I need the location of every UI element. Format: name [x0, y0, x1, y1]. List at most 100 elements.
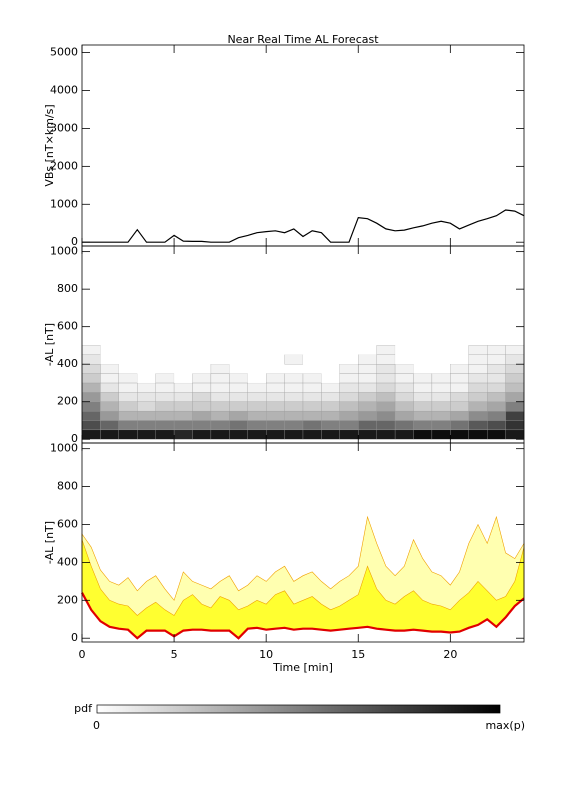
heat-cell: [505, 401, 525, 412]
heat-cell: [247, 354, 267, 365]
heat-cell: [174, 373, 193, 383]
heat-cell: [192, 429, 212, 440]
heat-cell: [174, 345, 193, 355]
heat-cell: [266, 420, 285, 431]
heat-cell: [339, 373, 359, 384]
heat-cell: [118, 364, 138, 374]
heat-cell: [173, 429, 193, 440]
heat-cell: [155, 354, 175, 365]
heat-cell: [192, 401, 212, 412]
heat-cell: [394, 429, 414, 440]
y-tick-label: 400: [57, 357, 78, 370]
heat-cell: [505, 429, 525, 440]
heat-cell: [339, 429, 359, 440]
y-tick-label: 1000: [50, 245, 78, 258]
heat-cell: [358, 373, 377, 384]
heat-cell: [100, 382, 119, 393]
heat-cell: [487, 401, 506, 412]
heat-cell: [487, 429, 506, 440]
heat-cell: [284, 420, 304, 431]
heat-cell: [210, 373, 230, 384]
heat-cell: [505, 392, 525, 402]
heat-cell: [376, 429, 396, 440]
heat-cell: [173, 420, 193, 431]
y-axis-label: -AL [nT]: [43, 323, 56, 366]
heat-cell: [450, 364, 469, 374]
heat-cell: [174, 354, 193, 365]
heat-cell: [303, 354, 322, 365]
heat-cell: [155, 392, 175, 402]
y-tick-label: 600: [57, 517, 78, 530]
heat-cell: [358, 392, 377, 402]
heat-cell: [505, 410, 525, 421]
heat-cell: [376, 354, 396, 365]
heat-cell: [505, 354, 525, 365]
heat-cell: [247, 429, 267, 440]
heat-cell: [468, 354, 488, 365]
heat-cell: [229, 410, 248, 421]
heat-cell: [468, 392, 488, 402]
heat-cell: [173, 382, 193, 393]
heat-cell: [321, 392, 340, 402]
heat-cell: [229, 373, 248, 384]
heat-cell: [137, 401, 156, 412]
median-line: [81, 592, 525, 640]
heat-cell: [468, 364, 488, 374]
heat-cell: [376, 382, 396, 393]
heat-cell: [302, 392, 322, 402]
y-tick-label: 0: [71, 235, 78, 248]
heat-cell: [358, 420, 377, 431]
heat-cell: [284, 401, 304, 412]
heat-cell: [118, 410, 138, 421]
heat-cell: [450, 401, 469, 412]
heat-cell: [394, 364, 414, 374]
heat-cell: [358, 410, 377, 421]
heat-cell: [192, 382, 212, 393]
heat-cell: [284, 345, 303, 355]
heat-cell: [395, 354, 414, 365]
heat-cell: [321, 364, 340, 374]
x-tick-label: 10: [259, 648, 273, 661]
y-tick-label: 200: [57, 395, 78, 408]
heat-cell: [266, 354, 285, 365]
heat-cell: [431, 401, 451, 412]
heat-cell: [266, 392, 285, 402]
heat-cell: [468, 420, 488, 431]
heat-cell: [210, 364, 230, 374]
x-tick-label: 15: [351, 648, 365, 661]
heat-cell: [321, 410, 340, 421]
plot-frame: [81, 44, 525, 247]
heat-cell: [487, 382, 506, 393]
heat-cell: [413, 410, 433, 421]
heat-cell: [266, 345, 285, 355]
heat-cell: [487, 392, 506, 402]
heat-cell: [358, 382, 377, 393]
heat-cell: [339, 410, 359, 421]
heat-cell: [155, 382, 175, 393]
heat-cell: [339, 382, 359, 393]
heat-cell: [358, 401, 377, 412]
y-axis-label: VBs [nT×km/s]: [43, 104, 56, 186]
heat-cell: [450, 392, 469, 402]
heat-cell: [192, 354, 211, 365]
heat-cell: [100, 401, 119, 412]
y-tick-label: 800: [57, 282, 78, 295]
heat-cell: [81, 401, 101, 412]
y-tick-label: 1000: [50, 442, 78, 455]
heat-cell: [266, 401, 285, 412]
heat-cell: [155, 429, 175, 440]
heat-cell: [450, 345, 469, 355]
colorbar-label: pdf: [74, 702, 93, 715]
heat-cell: [284, 392, 304, 402]
heat-cell: [247, 401, 267, 412]
heat-cell: [505, 382, 525, 393]
heat-cell: [266, 429, 285, 440]
heat-cell: [137, 392, 156, 402]
heat-cell: [487, 364, 506, 374]
heat-cell: [137, 382, 156, 393]
heat-cell: [468, 429, 488, 440]
heat-cell: [81, 364, 101, 374]
heat-cell: [431, 382, 451, 393]
heat-cell: [229, 354, 248, 365]
heat-cell: [210, 410, 230, 421]
